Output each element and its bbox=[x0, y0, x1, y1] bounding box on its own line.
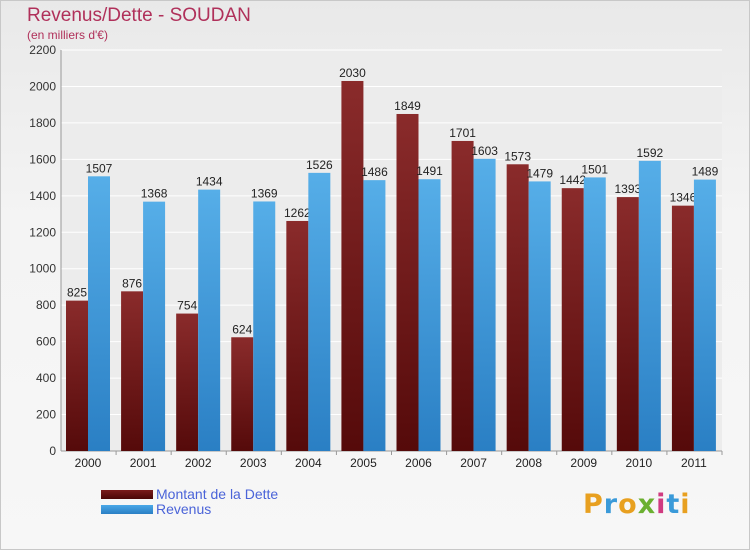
y-tick-label: 1000 bbox=[29, 262, 56, 276]
value-label-dette: 1442 bbox=[559, 173, 586, 187]
chart-subtitle: (en milliers d'€) bbox=[27, 28, 108, 42]
y-tick-label: 2000 bbox=[29, 79, 56, 93]
y-tick-label: 400 bbox=[36, 371, 56, 385]
value-label-revenus: 1501 bbox=[581, 162, 608, 176]
logo-letter: i bbox=[656, 489, 667, 520]
bar-dette bbox=[671, 205, 694, 451]
logo-letter: o bbox=[618, 489, 638, 520]
bar-dette bbox=[66, 300, 88, 451]
y-tick-label: 1800 bbox=[29, 116, 56, 130]
bar-revenus bbox=[363, 180, 386, 451]
value-label-dette: 754 bbox=[177, 299, 197, 313]
x-tick-label: 2008 bbox=[515, 456, 542, 470]
value-label-dette: 825 bbox=[67, 286, 87, 300]
legend-swatch-dette bbox=[101, 490, 153, 499]
logo-letter: t bbox=[666, 489, 681, 520]
y-tick-label: 600 bbox=[36, 335, 56, 349]
bar-revenus bbox=[198, 189, 221, 451]
value-label-dette: 1701 bbox=[449, 126, 476, 140]
bar-dette bbox=[176, 313, 199, 451]
y-tick-label: 1400 bbox=[29, 189, 56, 203]
legend-label-revenus: Revenus bbox=[156, 501, 212, 517]
x-tick-label: 2011 bbox=[681, 456, 707, 470]
value-label-dette: 1573 bbox=[504, 149, 531, 163]
y-tick-label: 1200 bbox=[29, 225, 56, 239]
bar-revenus bbox=[583, 177, 606, 451]
y-tick-label: 200 bbox=[36, 408, 56, 422]
x-tick-label: 2004 bbox=[295, 456, 322, 470]
legend-swatch-revenus bbox=[101, 505, 153, 514]
logo-letter: x bbox=[637, 489, 657, 520]
value-label-revenus: 1489 bbox=[692, 165, 719, 179]
bar-dette bbox=[561, 188, 584, 451]
value-label-dette: 1346 bbox=[670, 191, 697, 205]
bar-revenus bbox=[473, 158, 496, 451]
value-label-revenus: 1603 bbox=[471, 144, 498, 158]
value-label-dette: 1849 bbox=[394, 99, 421, 113]
legend-label-dette: Montant de la Dette bbox=[156, 486, 279, 502]
bar-revenus bbox=[88, 176, 110, 451]
bar-dette bbox=[451, 140, 474, 451]
x-tick-label: 2006 bbox=[405, 456, 432, 470]
value-label-revenus: 1434 bbox=[196, 175, 223, 189]
value-label-dette: 1262 bbox=[284, 206, 311, 220]
value-label-revenus: 1369 bbox=[251, 186, 278, 200]
y-tick-label: 0 bbox=[49, 444, 56, 458]
x-tick-label: 2002 bbox=[185, 456, 212, 470]
chart-title: Revenus/Dette - SOUDAN bbox=[27, 5, 251, 26]
bar-dette bbox=[396, 113, 419, 452]
logo-letter: r bbox=[603, 489, 619, 520]
bar-dette bbox=[506, 164, 529, 451]
value-label-dette: 2030 bbox=[339, 66, 366, 80]
value-label-revenus: 1507 bbox=[86, 161, 113, 175]
value-label-dette: 876 bbox=[122, 276, 142, 290]
logo-letter: i bbox=[680, 489, 691, 520]
value-label-revenus: 1526 bbox=[306, 158, 333, 172]
bar-revenus bbox=[528, 181, 551, 451]
value-label-revenus: 1479 bbox=[526, 166, 553, 180]
value-label-revenus: 1491 bbox=[416, 164, 443, 178]
value-label-revenus: 1368 bbox=[141, 187, 168, 201]
proxiti-logo: Proxiti bbox=[583, 489, 691, 520]
bar-dette bbox=[616, 197, 639, 451]
x-tick-label: 2003 bbox=[240, 456, 267, 470]
logo-letter: P bbox=[583, 489, 604, 520]
value-label-revenus: 1486 bbox=[361, 165, 388, 179]
bar-revenus bbox=[638, 160, 661, 451]
y-tick-label: 800 bbox=[36, 298, 56, 312]
x-tick-label: 2010 bbox=[625, 456, 652, 470]
y-tick-label: 2200 bbox=[29, 43, 56, 57]
value-label-revenus: 1592 bbox=[636, 146, 663, 160]
x-tick-label: 2007 bbox=[460, 456, 487, 470]
x-tick-label: 2001 bbox=[130, 456, 157, 470]
bar-revenus bbox=[308, 172, 331, 452]
x-tick-label: 2005 bbox=[350, 456, 377, 470]
bar-revenus bbox=[418, 179, 441, 451]
value-label-dette: 624 bbox=[232, 322, 252, 336]
bar-dette bbox=[286, 220, 309, 451]
x-tick-label: 2009 bbox=[570, 456, 597, 470]
bar-dette bbox=[121, 291, 144, 451]
bar-revenus bbox=[143, 201, 166, 451]
y-tick-label: 1600 bbox=[29, 152, 56, 166]
plot-area bbox=[61, 50, 722, 451]
bar-revenus bbox=[693, 179, 716, 452]
bar-dette bbox=[341, 80, 364, 452]
value-label-dette: 1393 bbox=[614, 182, 641, 196]
bar-dette bbox=[231, 337, 254, 451]
x-tick-label: 2000 bbox=[75, 456, 102, 470]
bar-revenus bbox=[253, 201, 276, 451]
